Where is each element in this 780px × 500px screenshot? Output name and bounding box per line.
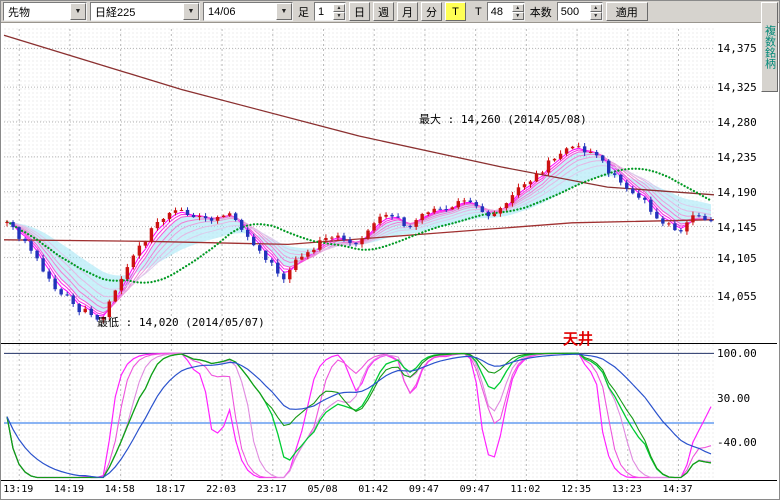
spinner-arrows-icon[interactable]: ▲ ▼ [511, 3, 524, 20]
time-axis-label: 01:42 [358, 484, 389, 495]
bars-label: 本数 [529, 6, 552, 19]
spinner-arrows-icon[interactable]: ▲ ▼ [589, 3, 602, 20]
interval-input[interactable]: 48 ▲ ▼ [486, 2, 525, 21]
chevron-down-icon[interactable]: ▼ [276, 3, 292, 20]
time-axis-label: 05/08 [307, 484, 338, 495]
tick-mode-button[interactable]: T [445, 2, 466, 21]
max-price-annotation: 最大 : 14,260 (2014/05/08) [419, 113, 587, 126]
min-price-annotation: 最低 : 14,020 (2014/05/07) [97, 316, 265, 329]
oscillator-axis-label: 100.00 [717, 347, 757, 361]
chevron-down-icon[interactable]: ▼ [70, 3, 86, 20]
spinner-arrows-icon[interactable]: ▲ ▼ [333, 3, 345, 20]
contract-month-select[interactable]: 14/06 ▼ [203, 2, 293, 21]
time-axis-label: 23:17 [256, 484, 287, 495]
period-minute-button[interactable]: 分 [421, 2, 442, 21]
candlestick-chart-canvas[interactable] [1, 23, 780, 483]
time-axis-label: 09:47 [408, 484, 440, 495]
timeframe-value: 1 [318, 5, 325, 18]
apply-button[interactable]: 適用 [605, 2, 648, 21]
time-axis-label: 09:47 [459, 484, 490, 495]
price-axis-label: 14,055 [717, 290, 757, 304]
chevron-down-icon[interactable]: ▼ [183, 3, 199, 20]
time-axis-label: 18:17 [155, 484, 186, 495]
instrument-select[interactable]: 日経225 ▼ [90, 2, 200, 21]
price-axis-label: 14,280 [717, 116, 757, 129]
price-axis-label: 14,235 [717, 150, 757, 164]
period-month-button[interactable]: 月 [397, 2, 418, 21]
time-axis-label: 14:19 [53, 484, 85, 495]
time-axis-label: 13:19 [3, 484, 34, 495]
price-axis-label: 14,145 [717, 220, 757, 234]
time-axis-label: 12:35 [561, 484, 592, 495]
timeframe-label: 足 [298, 6, 309, 19]
oscillator-axis-label: -40.00 [717, 436, 757, 449]
time-axis-label: 11:02 [510, 484, 541, 495]
instrument-type-select[interactable]: 先物 ▼ [3, 2, 87, 21]
price-axis-label: 14,375 [717, 42, 757, 56]
contract-month-value: 14/06 [208, 5, 236, 18]
ceiling-annotation: 天井 [563, 330, 594, 348]
time-axis-label: 13:23 [611, 484, 642, 495]
chart-toolbar: 先物 ▼ 日経225 ▼ 14/06 ▼ 足 1 ▲ ▼ 日 週 月 分 T T … [1, 1, 779, 23]
instrument-value: 日経225 [95, 6, 136, 19]
bars-count-value: 500 [560, 5, 580, 18]
interval-value: 48 [490, 5, 503, 18]
price-axis-label: 14,190 [717, 185, 757, 199]
price-axis-label: 14,325 [717, 81, 757, 95]
bars-count-input[interactable]: 500 ▲ ▼ [556, 2, 603, 21]
instrument-type-value: 先物 [8, 6, 30, 19]
time-axis-label: 22:03 [206, 484, 237, 495]
time-axis-label: 14:58 [104, 484, 135, 495]
multi-symbol-button[interactable]: 複数銘柄 [761, 2, 778, 92]
timeframe-value-input[interactable]: 1 ▲ ▼ [314, 2, 346, 21]
oscillator-axis-label: 30.00 [717, 391, 751, 405]
tick-label: T [475, 5, 482, 18]
chart-area[interactable]: 最大 : 14,260 (2014/05/08) 最低 : 14,020 (20… [1, 23, 780, 499]
price-axis-label: 14,105 [717, 251, 757, 265]
period-week-button[interactable]: 週 [373, 2, 394, 21]
time-axis-label: 14:37 [662, 484, 693, 495]
period-day-button[interactable]: 日 [349, 2, 370, 21]
